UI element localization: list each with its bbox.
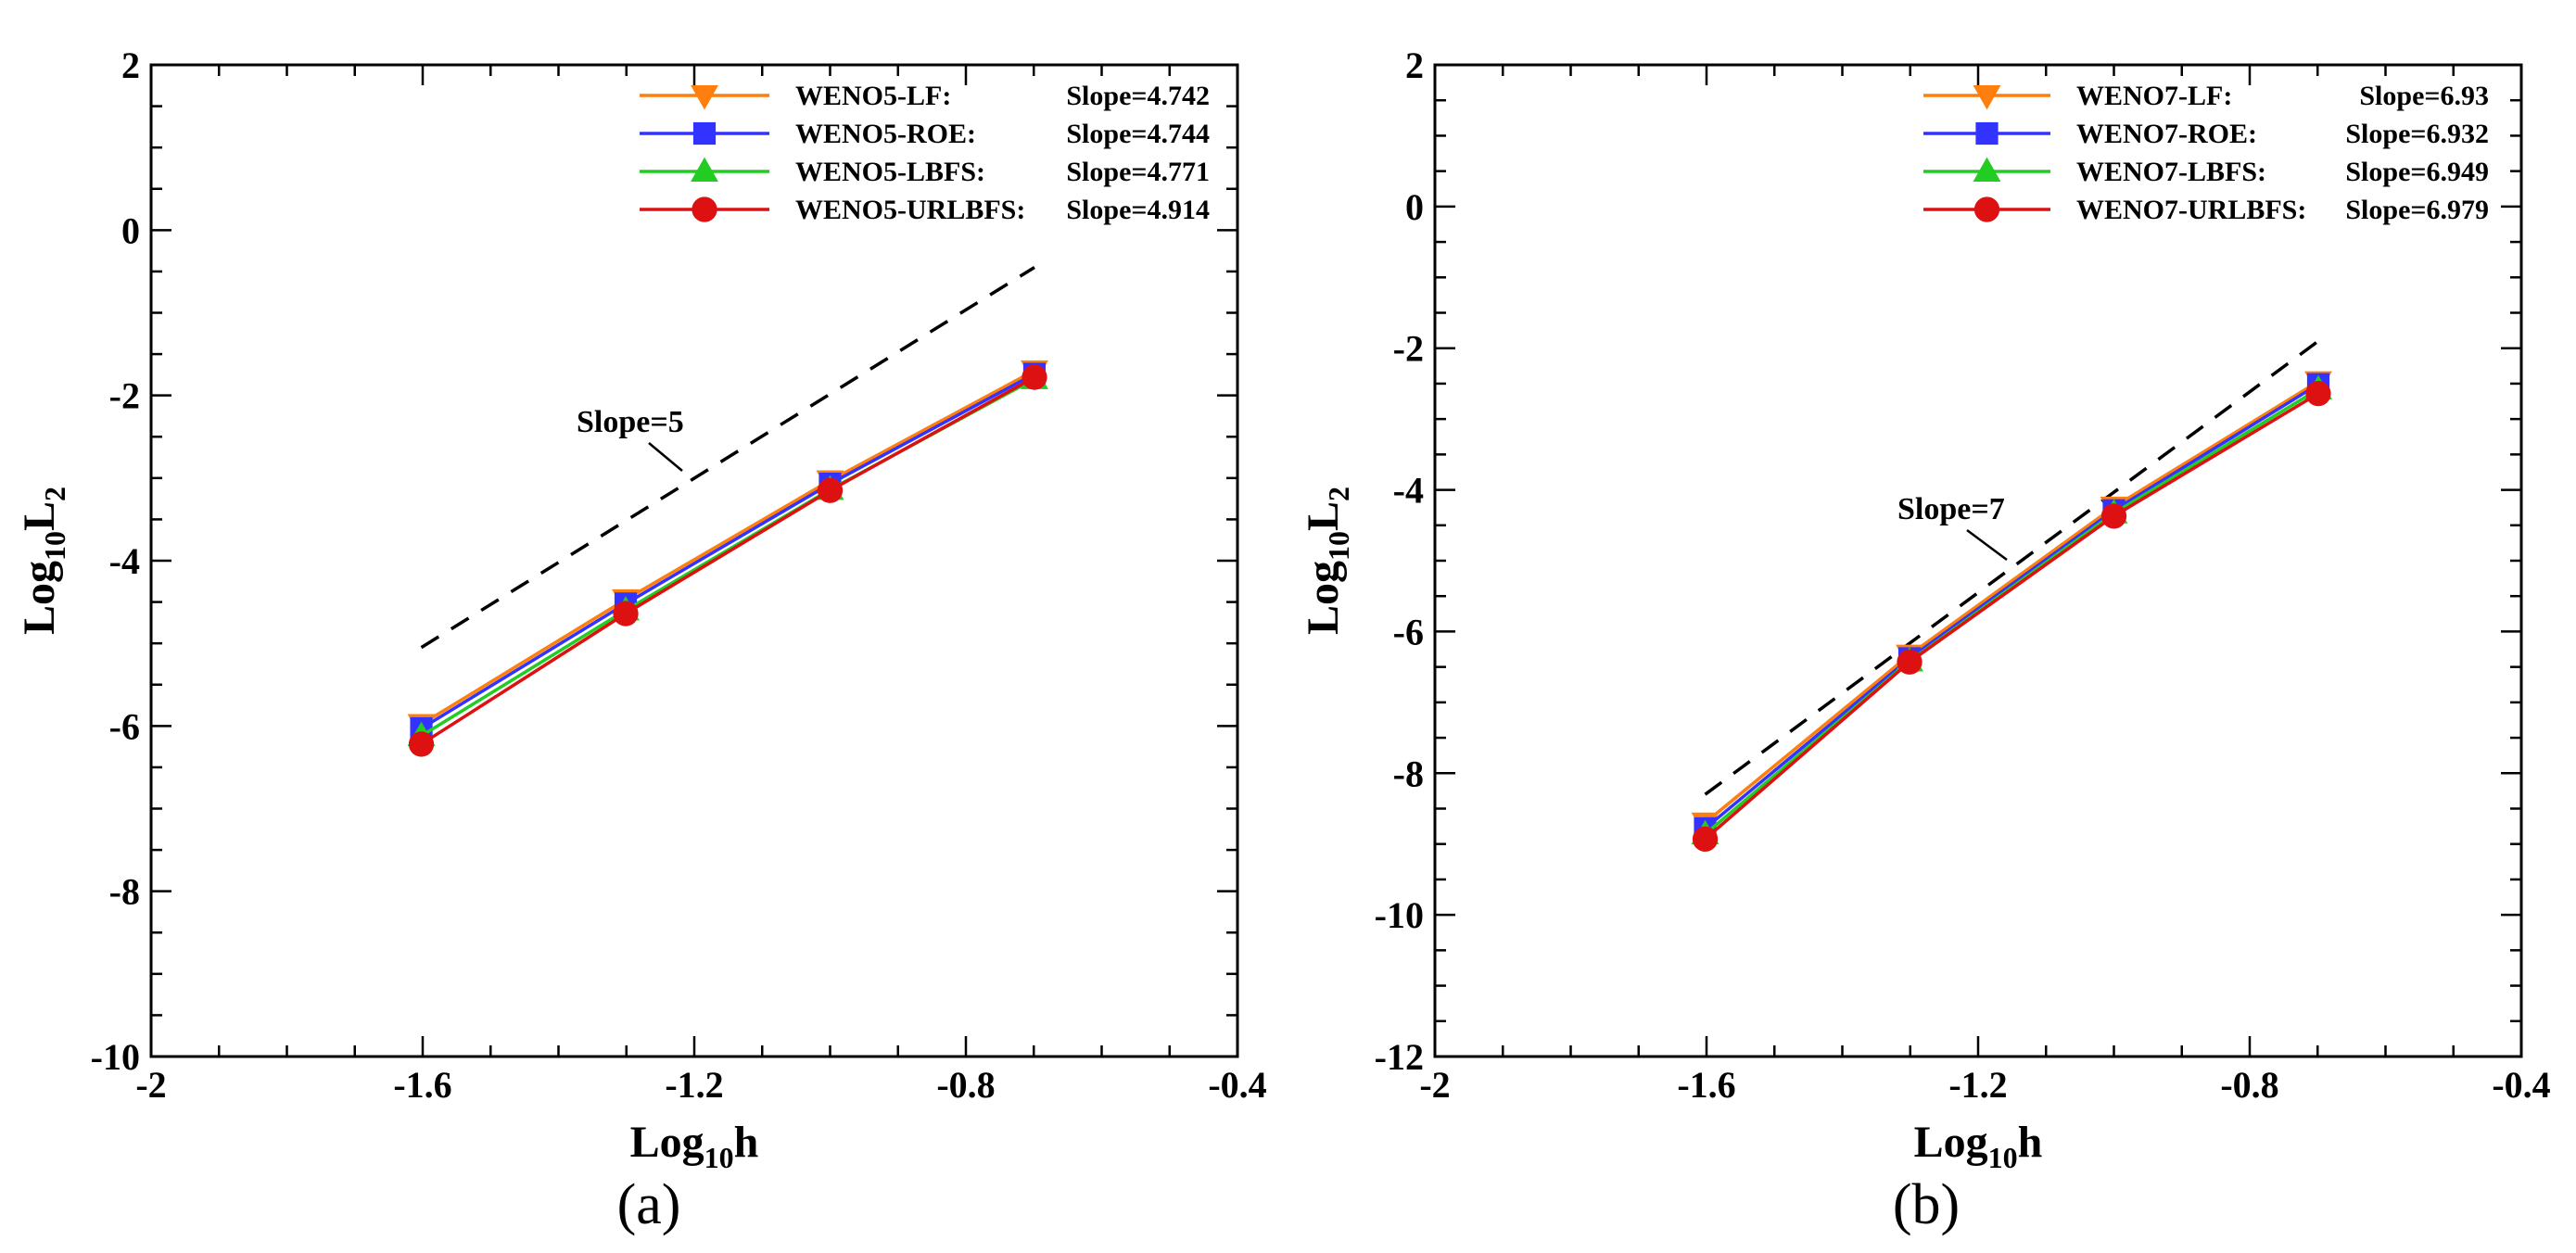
x-axis-title-tail: h xyxy=(734,1118,759,1167)
y-axis-title: Log10L2 xyxy=(1299,487,1355,635)
data-point xyxy=(2305,380,2331,407)
y-axis-title-main: Log xyxy=(15,561,64,635)
legend-slope-label: Slope=4.742 xyxy=(1066,81,1210,111)
y-tick-label: -2 xyxy=(1393,328,1424,370)
series-line xyxy=(1704,380,2319,825)
panel-label: (b) xyxy=(1893,1173,1960,1236)
series-3 xyxy=(408,364,1047,757)
y-axis-title-tail: L xyxy=(15,501,64,531)
legend-marker xyxy=(691,157,718,182)
y-tick-label: -8 xyxy=(1393,753,1424,794)
x-tick-label: -0.8 xyxy=(2220,1064,2278,1106)
x-tick-label: -2 xyxy=(1419,1064,1450,1106)
data-point xyxy=(2100,503,2127,529)
y-axis-title-main: Log xyxy=(1299,561,1348,635)
legend-series-name: WENO7-URLBFS: xyxy=(2076,195,2306,225)
series-line xyxy=(420,377,1035,738)
legend-series-name: WENO5-URLBFS: xyxy=(795,195,1025,225)
legend-series-name: WENO5-ROE: xyxy=(795,119,976,149)
y-tick-label: -10 xyxy=(91,1036,140,1078)
y-tick-label: 0 xyxy=(1405,186,1424,228)
x-tick-label: -1.6 xyxy=(1677,1064,1735,1106)
legend-slope-label: Slope=6.932 xyxy=(2345,119,2489,149)
legend-series-name: WENO5-LF: xyxy=(795,81,951,111)
x-axis-title-tail: h xyxy=(2018,1118,2043,1167)
legend-series-name: WENO7-ROE: xyxy=(2076,119,2257,149)
y-axis-title-tail-sub: 2 xyxy=(1322,487,1355,501)
y-tick-label: -6 xyxy=(109,705,140,747)
series-line xyxy=(420,372,1035,730)
legend-marker xyxy=(691,85,718,110)
legend-slope-label: Slope=6.93 xyxy=(2359,81,2489,111)
legend: WENO7-LF: Slope=6.93 WENO7-ROE: Slope=6.932… xyxy=(1923,81,2489,225)
data-point xyxy=(1022,364,1047,390)
legend-slope-label: Slope=4.744 xyxy=(1066,119,1210,149)
x-axis-title-sub: 10 xyxy=(704,1141,734,1174)
series-2 xyxy=(1691,374,2332,845)
legend-marker xyxy=(1975,121,1999,146)
legend-marker xyxy=(692,121,717,146)
series-line xyxy=(1704,387,2319,836)
y-axis-title-tail-sub: 2 xyxy=(38,487,71,501)
y-tick-label: -10 xyxy=(1375,894,1424,936)
x-tick-label: -1.2 xyxy=(665,1064,723,1106)
x-axis-title: Log10h xyxy=(1914,1118,2043,1174)
data-point xyxy=(1897,649,1922,675)
x-tick-label: -1.2 xyxy=(1948,1064,2007,1106)
data-point xyxy=(1692,826,1719,853)
y-axis-title: Log10L2 xyxy=(15,487,71,635)
data-point xyxy=(817,477,844,503)
x-axis-title-main: Log xyxy=(630,1118,704,1167)
legend-marker xyxy=(1973,85,2001,110)
reference-slope-label: Slope=7 xyxy=(1897,492,2005,526)
x-tick-label: -2 xyxy=(135,1064,166,1106)
legend-marker xyxy=(692,196,717,222)
y-tick-label: -12 xyxy=(1375,1036,1424,1078)
y-tick-label: -4 xyxy=(1393,470,1424,512)
y-axis-title-sub: 10 xyxy=(1322,531,1355,561)
legend-series-name: WENO7-LF: xyxy=(2076,81,2232,111)
legend-slope-label: Slope=6.979 xyxy=(2345,195,2489,225)
y-axis-title-tail: L xyxy=(1299,501,1348,531)
x-tick-label: -0.4 xyxy=(2492,1064,2550,1106)
y-tick-label: -6 xyxy=(1393,611,1424,652)
x-axis-title-main: Log xyxy=(1914,1118,1988,1167)
y-tick-label: -8 xyxy=(109,871,140,913)
legend-series-name: WENO7-LBFS: xyxy=(2076,157,2266,187)
panel-a: -2 -1.6 -1.2 -0.8 -0.4-10-8-6-4-202Log10hLog… xyxy=(15,44,1267,1236)
legend: WENO5-LF: Slope=4.742 WENO5-ROE: Slope=4.74… xyxy=(640,81,1210,225)
y-tick-label: 2 xyxy=(1405,44,1424,86)
y-tick-label: 2 xyxy=(121,44,140,86)
legend-slope-label: Slope=4.914 xyxy=(1066,195,1210,225)
reference-slope-line xyxy=(1704,339,2320,796)
legend-marker xyxy=(1973,157,2001,182)
series-3 xyxy=(1692,380,2331,853)
data-point xyxy=(408,731,435,757)
reference-slope-line xyxy=(420,265,1035,650)
x-axis-title-sub: 10 xyxy=(1988,1141,2018,1174)
x-tick-label: -1.6 xyxy=(393,1064,451,1106)
series-line xyxy=(420,375,1035,746)
x-axis-title: Log10h xyxy=(630,1118,759,1174)
y-axis-title-sub: 10 xyxy=(38,531,71,561)
y-tick-label: 0 xyxy=(121,209,140,251)
reference-pointer xyxy=(1966,528,2008,562)
panel-b: -2 -1.6 -1.2 -0.8 -0.4-12-10-8-6-4-202Log10h… xyxy=(1299,44,2551,1236)
panel-label: (a) xyxy=(617,1173,681,1236)
reference-pointer xyxy=(648,442,683,472)
x-tick-label: -0.8 xyxy=(936,1064,995,1106)
series-line xyxy=(1704,383,2319,830)
legend-slope-label: Slope=6.949 xyxy=(2345,157,2489,187)
y-tick-label: -2 xyxy=(109,375,140,417)
x-tick-label: -0.4 xyxy=(1208,1064,1266,1106)
legend-marker xyxy=(1973,196,2000,222)
data-point xyxy=(613,601,639,626)
reference-slope-label: Slope=5 xyxy=(577,405,684,439)
y-tick-label: -4 xyxy=(109,540,140,582)
series-line xyxy=(1704,392,2319,841)
legend-slope-label: Slope=4.771 xyxy=(1066,157,1210,187)
series-line xyxy=(420,369,1035,727)
legend-series-name: WENO5-LBFS: xyxy=(795,157,985,187)
